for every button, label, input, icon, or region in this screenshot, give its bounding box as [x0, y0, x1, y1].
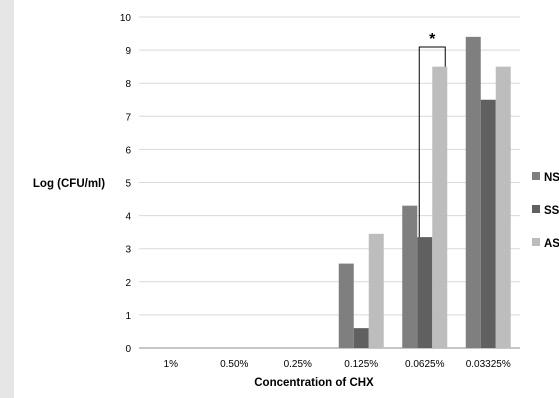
y-tick-label: 0 [125, 344, 131, 355]
bar-ns [338, 263, 354, 348]
y-tick-label: 8 [125, 79, 131, 90]
bar-ss [353, 328, 369, 348]
y-tick-label: 5 [125, 179, 131, 190]
x-tick-label: 0.0625% [405, 359, 445, 370]
legend-label-ns: NS [544, 172, 559, 184]
y-tick-label: 3 [125, 245, 131, 256]
bar-ns [402, 205, 418, 348]
legend-swatch-ns [532, 172, 540, 180]
bar-ss [480, 99, 496, 348]
y-tick-label: 1 [125, 311, 131, 322]
significance-bracket [418, 46, 446, 238]
bar-ns [465, 36, 481, 349]
gridlines [139, 16, 520, 349]
x-tick-label: 1% [164, 359, 179, 370]
x-axis-label: Concentration of CHX [254, 377, 374, 389]
legend-swatch-as [532, 238, 540, 246]
x-tick-label: 0.25% [284, 359, 312, 370]
x-tick-label: 0.50% [220, 359, 248, 370]
bar-as [432, 66, 448, 349]
y-tick-label: 9 [125, 46, 131, 57]
bar-ss [417, 237, 433, 348]
chart-card: 0 1 2 3 4 5 6 7 8 9 10 1% 0.50% 0.25% 0.125% 0.0625% 0.… [14, 0, 559, 398]
legend-label-ss: SS [544, 205, 559, 217]
y-tick-label: 10 [120, 13, 132, 24]
x-tick-label: 0.125% [344, 359, 378, 370]
bar-chart: 0 1 2 3 4 5 6 7 8 9 10 1% 0.50% 0.25% 0.125% 0.0625% 0.… [33, 13, 559, 389]
y-tick-label: 6 [125, 145, 131, 156]
legend-label-as: AS [544, 238, 559, 250]
y-tick-label: 7 [125, 112, 131, 123]
y-tick-labels: 0 1 2 3 4 5 6 7 8 9 10 [120, 13, 132, 355]
significance-star: * [429, 31, 436, 48]
y-tick-label: 4 [125, 212, 131, 223]
legend: NS SS AS [532, 172, 559, 250]
annotations: * [418, 31, 446, 238]
bar-as [495, 66, 511, 349]
x-tick-label: 0.03325% [466, 359, 511, 370]
y-axis-label: Log (CFU/ml) [33, 178, 105, 190]
x-tick-labels: 1% 0.50% 0.25% 0.125% 0.0625% 0.03325% [164, 359, 511, 370]
y-tick-label: 2 [125, 278, 131, 289]
bars [338, 36, 511, 349]
bar-as [368, 233, 384, 348]
legend-swatch-ss [532, 205, 540, 213]
